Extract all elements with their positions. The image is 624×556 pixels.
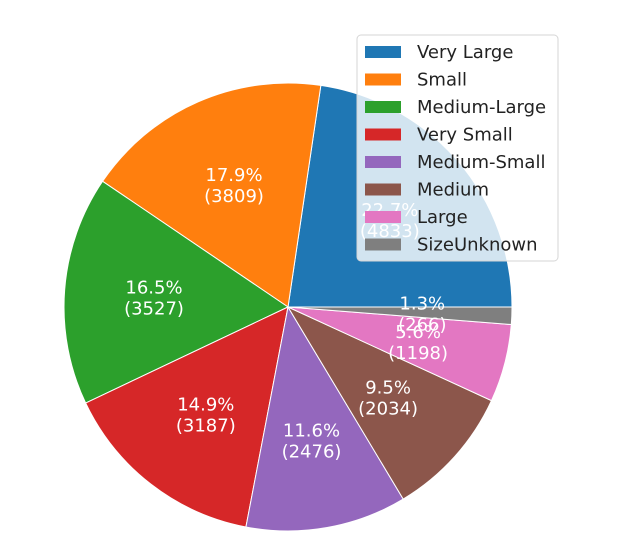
slice-very-small bbox=[85, 306, 289, 528]
legend-label-medium: Medium bbox=[417, 180, 489, 201]
slice-count-label: (2476) bbox=[282, 441, 342, 462]
slice-count-label: (266) bbox=[398, 314, 446, 335]
legend-label-very-large: Very Large bbox=[417, 42, 513, 63]
legend-swatch-sizeunknown bbox=[365, 238, 401, 251]
slice-percent-label: 9.5% bbox=[365, 378, 411, 399]
slice-percent-label: 14.9% bbox=[177, 394, 234, 415]
slice-medium-large bbox=[63, 180, 289, 404]
slice-percent-label: 17.9% bbox=[205, 165, 262, 186]
slice-label-sizeunknown: 1.3% (266) bbox=[398, 293, 446, 335]
slice-label-very-small: 14.9% (3187) bbox=[176, 394, 236, 436]
slice-count-label: (3809) bbox=[204, 186, 264, 207]
legend-swatch-medium-small bbox=[365, 156, 401, 168]
legend-label-sizeunknown: SizeUnknown bbox=[417, 235, 538, 256]
slice-label-medium: 9.5% (2034) bbox=[358, 378, 418, 420]
slice-labels: 22.7%(4833)17.9%(3809)16.5%(3527)14.9%(3… bbox=[124, 165, 448, 462]
slice-percent-label: 16.5% bbox=[125, 278, 182, 299]
slice-count-label: (1198) bbox=[388, 343, 448, 364]
legend-swatch-large bbox=[365, 211, 401, 223]
slice-label-medium-small: 11.6% (2476) bbox=[282, 420, 342, 462]
slice-sizeunknown bbox=[287, 306, 513, 326]
slice-count-label: (3187) bbox=[176, 415, 236, 436]
slice-percent-label: 11.6% bbox=[283, 420, 340, 441]
slice-label-medium-large: 16.5% (3527) bbox=[124, 278, 184, 320]
legend-swatch-very-large bbox=[365, 46, 401, 58]
slice-percent-label: 1.3% bbox=[399, 293, 445, 314]
slice-label-small: 17.9% (3809) bbox=[204, 165, 264, 207]
legend-label-very-small: Very Small bbox=[417, 125, 513, 146]
slice-count-label: (3527) bbox=[124, 299, 184, 320]
slice-label-large: 5.6% (1198) bbox=[388, 322, 448, 364]
legend-label-medium-small: Medium-Small bbox=[417, 152, 545, 173]
legend-label-medium-large: Medium-Large bbox=[417, 97, 546, 118]
legend-swatch-very-small bbox=[365, 128, 401, 141]
legend-label-small: Small bbox=[417, 70, 467, 91]
legend-label-large: Large bbox=[417, 207, 468, 228]
slice-small bbox=[102, 82, 322, 308]
legend-swatch-small bbox=[365, 73, 401, 86]
slice-medium bbox=[287, 306, 492, 500]
legend-swatch-medium-large bbox=[365, 101, 401, 113]
slice-percent-label: 5.6% bbox=[395, 322, 441, 343]
legend-swatch-medium bbox=[365, 183, 401, 196]
legend: Very Large Small Medium-Large Very Small Med… bbox=[356, 34, 559, 262]
slice-medium-small bbox=[245, 306, 404, 532]
legend-frame bbox=[356, 34, 559, 262]
slice-count-label: (2034) bbox=[358, 399, 418, 420]
